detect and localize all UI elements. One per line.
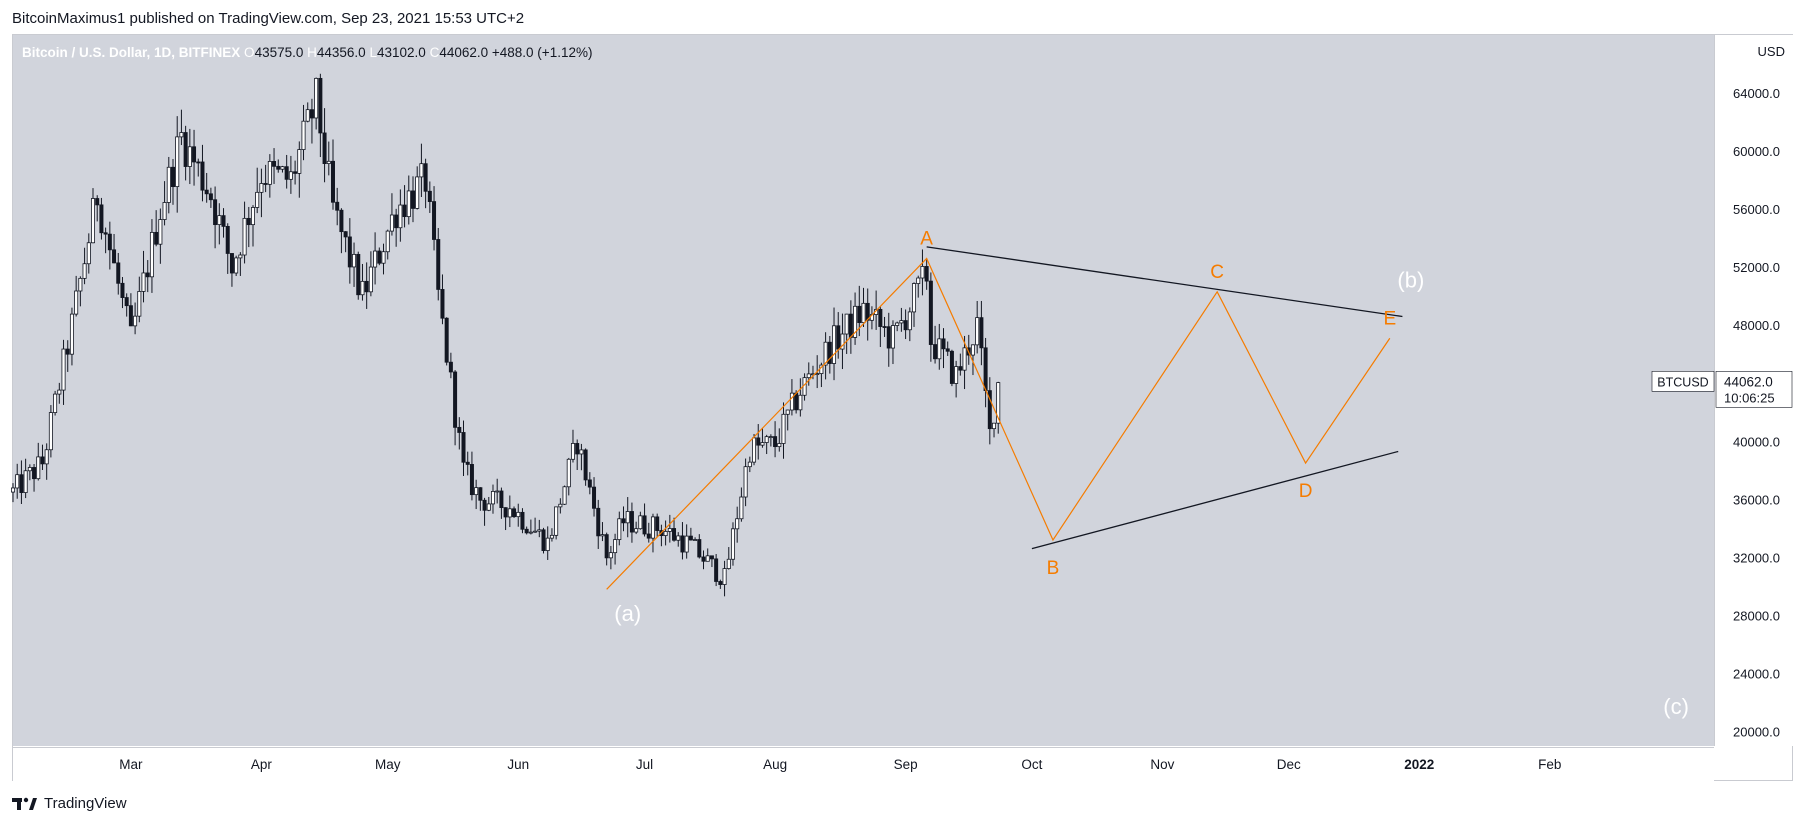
legend-high-label: H bbox=[307, 45, 317, 60]
published-line: BitcoinMaximus1 published on TradingView… bbox=[12, 10, 525, 27]
price-axis[interactable] bbox=[1714, 35, 1793, 746]
brand-name: TradingView bbox=[44, 795, 127, 812]
symbol-legend: Bitcoin / U.S. Dollar, 1D, BITFINEX O435… bbox=[22, 45, 592, 60]
legend-close: 44062.0 bbox=[439, 45, 489, 60]
legend-low: 43102.0 bbox=[376, 45, 426, 60]
chart-plot-area[interactable] bbox=[13, 35, 1714, 746]
legend-high: 44356.0 bbox=[316, 45, 366, 60]
legend-close-label: C bbox=[429, 45, 440, 60]
legend-open: 43575.0 bbox=[254, 45, 304, 60]
legend-low-label: L bbox=[369, 45, 377, 60]
legend-symbol[interactable]: Bitcoin / U.S. Dollar, 1D, BITFINEX bbox=[22, 45, 241, 60]
tradingview-brand[interactable]: TradingView bbox=[12, 795, 127, 812]
time-axis[interactable] bbox=[13, 747, 1714, 781]
legend-change: +488.0 (+1.12%) bbox=[491, 45, 593, 60]
tradingview-logo-icon bbox=[12, 797, 37, 810]
legend-open-label: O bbox=[244, 45, 255, 60]
